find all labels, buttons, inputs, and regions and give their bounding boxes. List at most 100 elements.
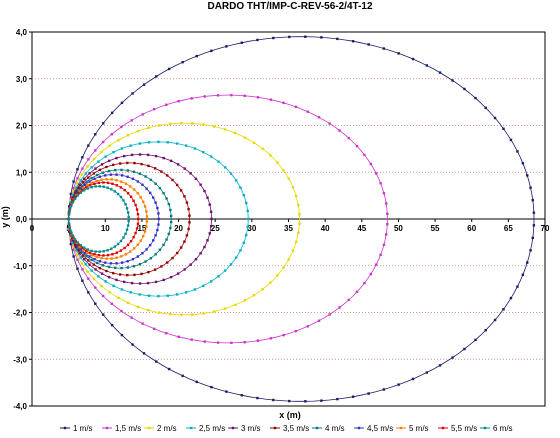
y-tick-label: -3,0 [13, 355, 27, 364]
data-point [145, 225, 148, 228]
data-point [136, 255, 140, 258]
data-point [133, 188, 136, 191]
data-point [119, 186, 123, 189]
data-point [138, 153, 142, 156]
x-tick-label: 70 [541, 224, 550, 233]
data-point [104, 261, 107, 264]
data-point [386, 222, 389, 226]
data-point [105, 178, 108, 181]
data-point [98, 168, 102, 172]
data-point [157, 212, 160, 215]
data-point [129, 144, 132, 147]
data-point [169, 208, 172, 212]
data-point [106, 186, 109, 189]
data-point [190, 97, 193, 100]
data-point [87, 259, 90, 262]
data-point [239, 186, 242, 189]
data-point [306, 110, 309, 113]
data-point [138, 142, 141, 145]
legend-label: 6 m/s [493, 424, 513, 433]
legend-label: 5 m/s [409, 424, 429, 433]
data-point [209, 280, 213, 283]
data-point [110, 323, 114, 327]
legend-marker [357, 426, 361, 430]
data-point [101, 140, 105, 144]
data-point [106, 181, 110, 185]
data-point [87, 277, 90, 280]
data-point [382, 243, 386, 246]
data-point [105, 257, 108, 260]
data-point [120, 174, 124, 177]
data-point [131, 92, 134, 95]
data-point [74, 195, 78, 199]
data-point [169, 220, 173, 224]
data-point [74, 192, 77, 195]
data-point [93, 253, 96, 256]
data-point [76, 191, 79, 195]
data-point [246, 225, 249, 229]
data-point [363, 153, 366, 157]
data-point [71, 193, 75, 197]
data-point [256, 38, 259, 42]
data-point [85, 180, 88, 183]
data-point [98, 185, 101, 188]
data-point [484, 106, 487, 109]
data-point [347, 298, 350, 302]
data-point [203, 95, 206, 98]
data-point [243, 341, 246, 344]
data-point [111, 253, 114, 256]
data-point [229, 263, 233, 266]
data-point [138, 293, 141, 296]
data-point [115, 262, 118, 265]
data-point [120, 125, 123, 129]
data-point [69, 205, 73, 208]
data-point [130, 316, 133, 319]
data-point [155, 360, 158, 363]
data-point [133, 247, 136, 250]
data-point [294, 240, 298, 244]
data-point [84, 249, 88, 252]
data-point [114, 168, 117, 172]
series-3 [67, 121, 301, 317]
data-point [143, 230, 147, 233]
data-point [71, 196, 74, 199]
data-point [531, 236, 534, 240]
data-point [136, 129, 140, 133]
data-point [120, 147, 124, 150]
data-point [190, 338, 193, 341]
y-tick-label: 3,0 [16, 75, 28, 84]
data-point [438, 364, 442, 367]
data-point [76, 194, 80, 197]
data-point [136, 213, 140, 216]
y-tick-label: -4,0 [13, 402, 27, 411]
data-point [90, 166, 93, 169]
data-point [177, 99, 180, 103]
data-point [210, 385, 213, 389]
data-point [95, 173, 99, 177]
data-point [129, 250, 132, 253]
data-point [140, 162, 143, 166]
data-point [176, 163, 180, 166]
data-point [203, 245, 206, 249]
data-point [77, 192, 81, 195]
data-point [529, 249, 532, 252]
data-point [129, 239, 133, 243]
legend-label: 2,5 m/s [199, 424, 225, 433]
data-point [502, 308, 505, 311]
data-point [217, 275, 220, 278]
y-axis-title: y (m) [0, 206, 10, 228]
data-point [142, 352, 146, 355]
data-point [509, 138, 513, 142]
data-point [185, 201, 189, 204]
data-point [90, 254, 94, 257]
data-point [101, 171, 105, 174]
data-point [106, 253, 110, 257]
data-point [104, 155, 107, 158]
legend-item: 1,5 m/s [102, 424, 141, 433]
data-point [529, 186, 532, 189]
data-point [242, 193, 245, 197]
data-point [245, 233, 248, 237]
data-point [242, 241, 245, 245]
data-point [272, 398, 275, 402]
data-point [202, 123, 205, 126]
